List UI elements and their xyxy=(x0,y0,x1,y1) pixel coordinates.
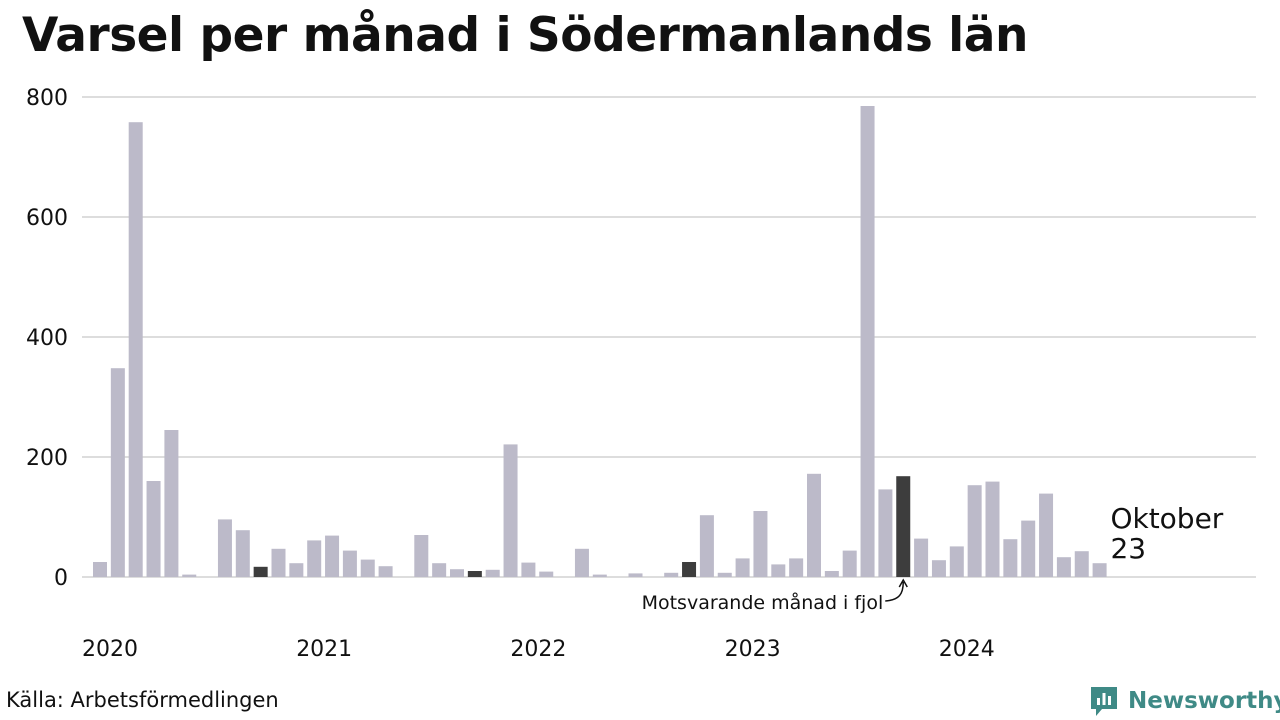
bar xyxy=(931,560,946,577)
bar xyxy=(235,530,250,577)
x-tick-label: 2021 xyxy=(296,637,352,662)
bar xyxy=(789,558,804,577)
bar xyxy=(807,473,821,577)
annotations-layer: Oktober 23 Motsvarande månad i fjol xyxy=(642,502,1224,614)
bar xyxy=(110,368,125,577)
bar xyxy=(503,444,518,577)
bar xyxy=(878,489,893,577)
x-tick-label: 2020 xyxy=(82,637,138,662)
bar xyxy=(342,550,357,577)
bar xyxy=(1074,551,1089,577)
x-axis-year-labels: 2020 2021 2022 2023 2024 xyxy=(82,637,995,662)
bar-previous-year xyxy=(682,562,697,577)
bar xyxy=(860,106,875,577)
x-tick-label: 2024 xyxy=(939,637,995,662)
brand-name: Newsworthy xyxy=(1128,688,1280,714)
bar-chart: 0 200 400 600 800 2020 2021 2022 2023 2024 Oktob… xyxy=(26,86,1256,662)
bar-previous-year xyxy=(467,571,482,577)
x-tick-label: 2023 xyxy=(725,637,781,662)
bar xyxy=(539,571,554,577)
bar xyxy=(717,572,732,577)
x-tick-label: 2022 xyxy=(510,637,566,662)
bar-previous-year xyxy=(896,476,911,577)
bar xyxy=(664,572,679,577)
bar xyxy=(1092,563,1107,577)
bar xyxy=(432,563,447,577)
bar xyxy=(574,548,589,577)
y-axis-tick-labels: 0 200 400 600 800 xyxy=(26,86,68,591)
bar xyxy=(360,559,375,577)
bar xyxy=(771,564,786,577)
bar xyxy=(128,122,143,577)
bar xyxy=(824,571,839,577)
current-value-label: 23 xyxy=(1110,532,1146,565)
bar xyxy=(289,563,304,577)
bar xyxy=(967,485,982,577)
previous-year-arrowhead xyxy=(898,578,908,588)
current-month-label: Oktober xyxy=(1110,502,1223,535)
bar xyxy=(325,535,340,577)
source-note: Källa: Arbetsförmedlingen xyxy=(6,688,279,712)
newsworthy-logo-icon xyxy=(1091,687,1117,716)
bar xyxy=(1056,557,1071,577)
bar xyxy=(485,569,500,577)
y-tick-label: 400 xyxy=(26,326,68,351)
bar xyxy=(628,573,643,577)
bar xyxy=(1021,520,1036,577)
previous-year-arrow xyxy=(885,581,904,602)
bar xyxy=(164,430,179,577)
bar xyxy=(450,569,464,577)
bar xyxy=(735,558,750,577)
newsworthy-brand: Newsworthy xyxy=(1088,683,1280,719)
bar xyxy=(378,566,393,577)
bar xyxy=(949,546,964,577)
y-tick-label: 0 xyxy=(54,566,68,591)
bar xyxy=(271,548,286,577)
bar-previous-year xyxy=(253,566,268,577)
y-tick-label: 800 xyxy=(26,86,68,111)
bar xyxy=(753,511,768,577)
y-tick-label: 600 xyxy=(26,206,68,231)
previous-year-note: Motsvarande månad i fjol xyxy=(642,591,884,614)
bar xyxy=(217,519,232,577)
bar xyxy=(414,535,429,577)
y-tick-label: 200 xyxy=(26,446,68,471)
bar xyxy=(914,538,929,577)
bar xyxy=(985,481,1000,577)
bar xyxy=(146,481,161,577)
bar xyxy=(521,562,536,577)
chart-title: Varsel per månad i Södermanlands län xyxy=(22,8,1028,63)
grid-layer xyxy=(82,96,1256,578)
bar xyxy=(182,574,197,577)
bar xyxy=(307,540,322,577)
bar xyxy=(592,574,607,577)
bar xyxy=(842,550,857,577)
bar xyxy=(1039,493,1054,577)
bar xyxy=(93,562,107,577)
bars-layer xyxy=(93,106,1107,577)
bar xyxy=(699,515,714,577)
bar xyxy=(1003,539,1018,577)
